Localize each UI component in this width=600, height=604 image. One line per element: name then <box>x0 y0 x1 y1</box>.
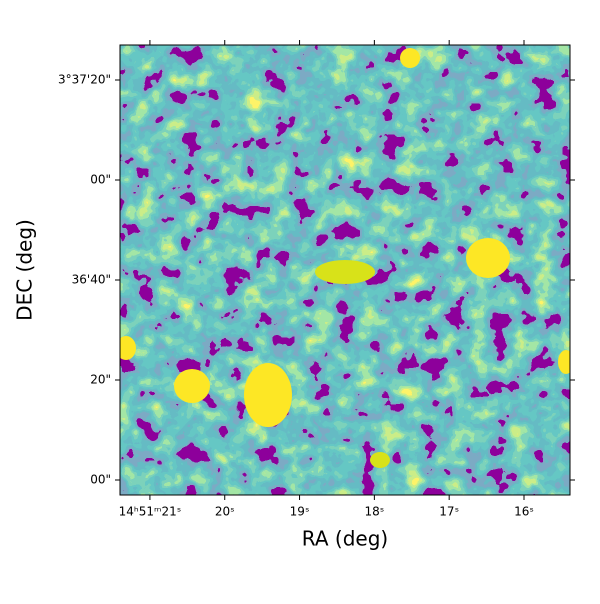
y-tick-label: 36'40" <box>72 273 111 287</box>
x-tick-label: 14ʰ51ᵐ21ˢ <box>119 505 182 519</box>
x-tick-label: 19ˢ <box>290 505 310 519</box>
x-tick-label: 16ˢ <box>514 505 534 519</box>
image <box>120 45 570 495</box>
x-axis-label: RA (deg) <box>302 527 388 551</box>
y-tick-label: 20" <box>90 373 111 387</box>
x-tick-label: 20ˢ <box>215 505 235 519</box>
y-tick-label: 3°37'20" <box>58 73 111 87</box>
x-tick-label: 17ˢ <box>439 505 459 519</box>
y-tick-label: 00" <box>90 473 111 487</box>
y-axis-label: DEC (deg) <box>13 219 37 321</box>
x-tick-label: 18ˢ <box>364 505 384 519</box>
y-tick-label: 00" <box>90 173 111 187</box>
axes-frame <box>119 44 571 496</box>
